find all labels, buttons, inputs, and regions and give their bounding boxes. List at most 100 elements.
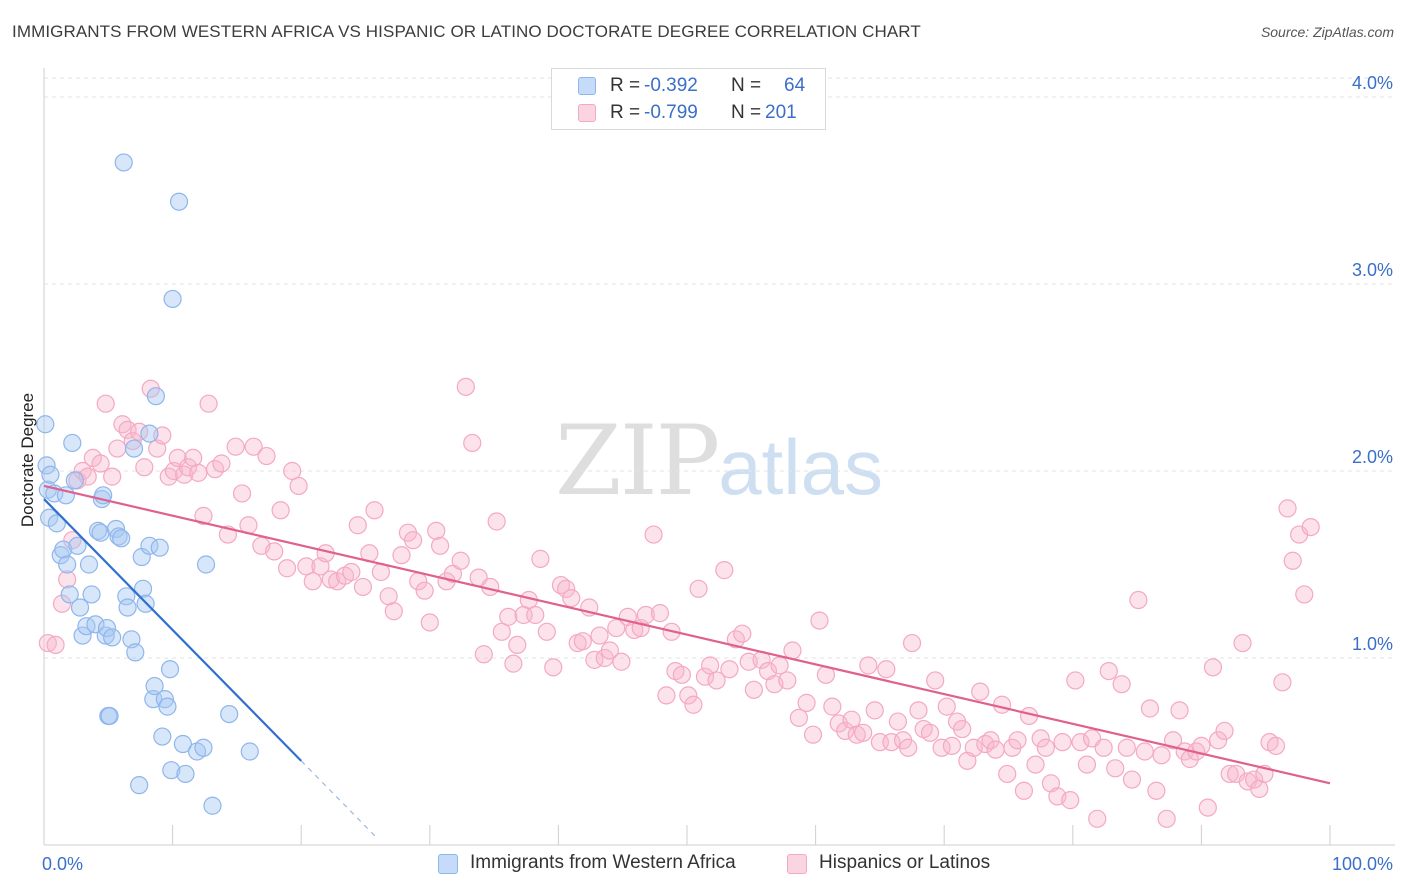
hispanic-point: [778, 671, 797, 690]
chart-title: IMMIGRANTS FROM WESTERN AFRICA VS HISPAN…: [12, 22, 921, 41]
hispanic-point: [265, 542, 284, 561]
n-value: 64: [784, 75, 806, 96]
hispanic-point: [899, 738, 918, 757]
hispanic-point: [1203, 658, 1223, 677]
hispanic-point: [194, 506, 213, 525]
western-africa-point: [86, 615, 105, 634]
hispanic-point: [607, 618, 626, 638]
hispanic-point: [695, 667, 715, 686]
hispanic-point: [244, 437, 263, 456]
western-africa-point: [160, 660, 180, 679]
western-africa-point: [130, 776, 149, 795]
hispanic-point: [463, 433, 482, 453]
western-africa-point: [158, 697, 177, 716]
watermark: ZIPatlas: [555, 405, 883, 517]
hispanic-point: [1041, 774, 1061, 793]
hispanic-point: [902, 633, 922, 653]
hispanic-point: [1053, 733, 1072, 752]
hispanic-point: [544, 658, 563, 677]
hispanic-point: [103, 467, 122, 486]
western-africa-point: [169, 192, 189, 211]
hispanic-point: [810, 611, 829, 630]
hispanic-point: [474, 645, 493, 664]
western-africa-point: [194, 738, 213, 757]
hispanic-point: [953, 719, 972, 739]
hispanic-point: [1122, 770, 1142, 789]
x-tick-label-max: 100.0%: [1332, 854, 1393, 874]
western-africa-point: [150, 538, 169, 557]
hispanic-point: [271, 501, 290, 520]
hispanic-point: [1094, 738, 1113, 757]
hispanic-point: [232, 484, 252, 503]
western-africa-point: [145, 676, 164, 696]
hispanic-point: [657, 686, 676, 705]
hispanic-point: [1245, 770, 1264, 789]
western-africa-point: [146, 387, 165, 406]
hispanic-point: [1066, 671, 1085, 690]
hispanic-point: [823, 697, 842, 716]
hispanic-point: [526, 605, 545, 625]
hispanic-point: [865, 701, 884, 720]
hispanic-point: [998, 764, 1017, 784]
hispanic-point: [562, 589, 581, 608]
hispanic-point: [1026, 755, 1045, 774]
n-label: N =: [731, 102, 762, 123]
hispanic-point: [1088, 809, 1107, 828]
hispanic-point: [1014, 781, 1034, 800]
hispanic-point: [644, 525, 663, 544]
legend-row-western-africa: R = -0.392 N = 64: [552, 74, 825, 100]
hispanic-point: [430, 536, 450, 555]
western-africa-point: [126, 643, 145, 662]
western-africa-point: [220, 704, 239, 724]
hispanic-point: [1215, 721, 1234, 741]
hispanic-point: [715, 561, 734, 580]
n-value: 201: [765, 102, 797, 123]
western-africa-point: [47, 514, 66, 533]
hispanic-point: [701, 656, 720, 675]
western-africa-point: [79, 555, 99, 574]
western-africa-point: [109, 527, 128, 546]
western-africa-point: [97, 618, 117, 638]
correlation-legend: R = -0.392 N = 64 R = -0.799 N = 201: [551, 68, 826, 130]
hispanic-point: [91, 454, 110, 473]
r-label: R =: [610, 102, 641, 123]
hispanic-point: [600, 641, 619, 660]
r-label: R =: [610, 75, 641, 96]
hispanic-point: [1071, 733, 1090, 752]
hispanic-point: [1170, 701, 1189, 720]
hispanic-point: [1220, 764, 1239, 784]
hispanic-point: [733, 624, 752, 643]
hispanic-point: [1008, 731, 1027, 750]
hispanic-point: [854, 723, 873, 742]
hispanic-point: [178, 458, 198, 477]
hispanic-point: [504, 654, 523, 673]
hispanic-point: [847, 725, 866, 744]
hispanic-point: [427, 521, 446, 540]
hispanic-point: [1209, 731, 1228, 750]
hispanic-point: [937, 697, 956, 716]
legend-label: Immigrants from Western Africa: [470, 852, 736, 873]
western-africa-point: [240, 742, 259, 761]
hispanic-point: [1140, 699, 1160, 718]
hispanic-point: [456, 377, 475, 396]
western-africa-point: [54, 540, 73, 559]
hispanic-point: [321, 570, 340, 589]
hispanic-point: [420, 613, 439, 632]
western-africa-point: [155, 690, 174, 709]
legend-swatch-hispanics: [787, 854, 807, 874]
hispanic-point: [888, 712, 908, 731]
hispanic-point: [1266, 736, 1286, 755]
hispanic-point: [758, 661, 778, 681]
hispanic-point: [1278, 499, 1297, 518]
western-africa-point: [91, 523, 110, 542]
hispanic-point: [277, 559, 297, 578]
hispanic-point: [487, 512, 506, 531]
western-africa-point: [153, 727, 172, 746]
hispanic-point: [135, 458, 154, 477]
hispanic-point: [257, 446, 276, 466]
western-africa-point: [96, 626, 115, 645]
hispanic-point: [365, 501, 384, 520]
hispanic-point: [226, 437, 245, 456]
hispanic-point: [1273, 673, 1292, 692]
